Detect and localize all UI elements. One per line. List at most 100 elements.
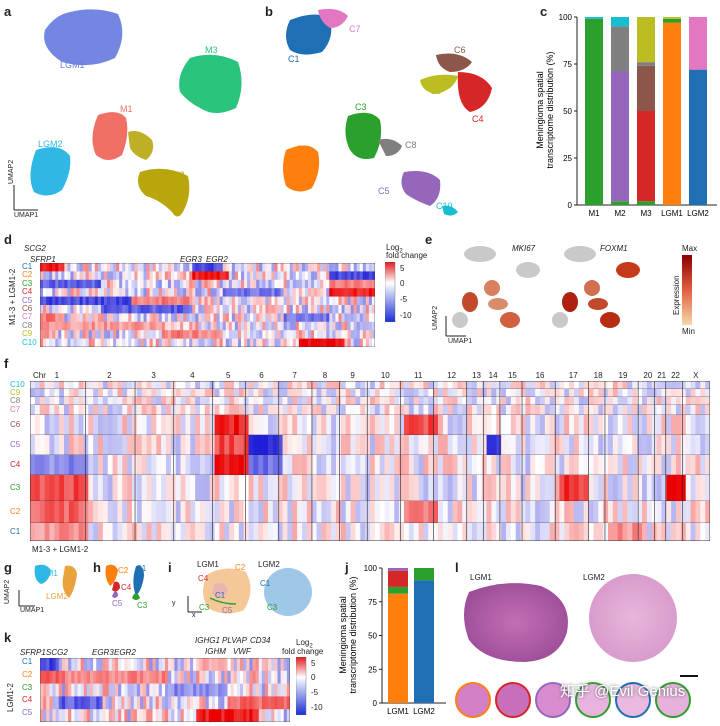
bar-segment-c3	[637, 201, 655, 205]
y-axis-label-line2: transcriptome distribution (%)	[545, 51, 555, 168]
heatmap-row-c9	[40, 330, 375, 339]
row-label-f-c6: C6	[10, 420, 21, 429]
bar-segment-c2	[388, 593, 408, 703]
label-h-c5: C5	[112, 599, 123, 608]
panel-label-a: a	[4, 4, 12, 19]
histology-l	[455, 574, 698, 718]
bar-segment-c5	[611, 71, 629, 202]
bar-segment-c3	[611, 201, 629, 205]
bar-segment-c3	[585, 18, 603, 205]
cnv-heatmap-f	[30, 381, 710, 541]
chr-label-7: 7	[292, 371, 297, 380]
label-i-c3-right: C3	[267, 603, 278, 612]
umap2-axis-label-a: UMAP2	[8, 159, 15, 184]
gene-foxm1: FOXM1	[600, 244, 628, 253]
x-tick-label: LGM1	[387, 707, 409, 716]
chr-label-15: 15	[507, 371, 517, 380]
cnv-row-c1	[30, 523, 710, 541]
gene-k-ighm: IGHM	[205, 647, 226, 656]
chr-label-16: 16	[535, 371, 545, 380]
gene-egr2-d: EGR2	[206, 255, 228, 264]
legend-tick-d-0: 5	[400, 264, 405, 273]
row-label-k-c5: C5	[22, 708, 33, 718]
bar-segment-c8	[611, 26, 629, 72]
heatmap-row-c1	[40, 658, 290, 672]
label-m2: M2	[172, 170, 185, 180]
row-label-k-c3: C3	[22, 682, 33, 692]
row-label-f-c1: C1	[10, 527, 21, 536]
chr-label-11: 11	[413, 371, 423, 380]
umap-a	[13, 9, 242, 217]
label-c4: C4	[472, 114, 484, 124]
cluster-m2	[138, 168, 190, 217]
heatmap-row-c4	[40, 288, 375, 297]
label-h-c3: C3	[137, 601, 148, 610]
gene-sfrp1-d: SFRP1	[30, 255, 56, 264]
cnv-row-c5	[30, 435, 710, 456]
panel-label-l: l	[455, 560, 459, 575]
gene-k-ighg1: IGHG1	[195, 636, 220, 645]
panel-label-f: f	[4, 356, 9, 371]
row-label-f-c7: C7	[10, 405, 21, 414]
legend-tick-d-3: -10	[400, 311, 412, 320]
cnv-row-c7	[30, 405, 710, 416]
chr-label-6: 6	[259, 371, 264, 380]
bar-segment-c3	[663, 18, 681, 23]
legend-tick-d-2: -5	[400, 295, 408, 304]
heatmap-k	[40, 658, 290, 722]
y-axis-label-line1: Meningioma spatial	[535, 71, 545, 149]
heatmap-d	[40, 263, 375, 347]
label-i-c2: C2	[235, 563, 246, 572]
y-tick-label: 100	[559, 13, 573, 22]
chr-label: Chr	[33, 371, 46, 380]
chr-label-x: X	[693, 371, 699, 380]
row-label-f-c3: C3	[10, 483, 21, 492]
legend-title-sub-d: 2	[399, 248, 403, 255]
legend-title-d: Log2	[386, 243, 403, 255]
label-c10: C10	[436, 201, 453, 211]
panel-label-j: j	[345, 560, 349, 575]
legend-title-log-d: Log	[386, 243, 400, 252]
panel-label-g: g	[4, 560, 12, 575]
bar-segment-c10	[585, 17, 603, 19]
label-c1: C1	[288, 54, 300, 64]
panel-label-c: c	[540, 4, 548, 19]
label-g-lgm2: LGM2	[46, 592, 68, 601]
row-label-d-c3: C3	[22, 278, 33, 288]
zoom-insets	[455, 682, 691, 718]
row-label-f-c5: C5	[10, 440, 21, 449]
umap-mki67	[452, 246, 540, 328]
chart-c: 0 25 50 75 100 M1 M2 M3 LGM1 LGM2 Meningioma spati…	[535, 13, 717, 218]
gene-scg2-d: SCG2	[24, 244, 46, 253]
legend-title2-d: fold change	[386, 251, 428, 260]
y-axis-label-line1: Meningioma spatial	[338, 596, 348, 674]
bar-segment-c2	[663, 22, 681, 205]
legend-tick-k-3: -10	[311, 703, 323, 712]
row-label-f-c4: C4	[10, 460, 21, 469]
chr-label-17: 17	[568, 371, 578, 380]
gene-k-vwf: VWF	[233, 647, 251, 656]
row-axis-d: M1-3 + LGM1-2	[8, 268, 17, 325]
y-tick-label: 25	[368, 665, 377, 674]
x-tick-label: LGM1	[661, 209, 683, 218]
legend-tick-k-0: 5	[311, 659, 316, 668]
cluster-lgm1	[44, 9, 123, 66]
heatmap-row-c3	[40, 683, 290, 697]
heatmap-row-c5	[40, 709, 290, 722]
cnv-row-c6	[30, 415, 710, 436]
caption-f: M1-3 + LGM1-2	[32, 545, 89, 554]
chr-label-10: 10	[380, 371, 390, 380]
label-i-c1-right: C1	[260, 579, 271, 588]
bar-segment-c9	[637, 17, 655, 63]
colorbar-e	[682, 255, 692, 325]
y-axis-label-line2: transcriptome distribution (%)	[348, 576, 358, 693]
chr-label-21: 21	[657, 371, 667, 380]
chr-label-5: 5	[226, 371, 231, 380]
colorbar-d	[385, 262, 396, 322]
panel-label-e: e	[425, 232, 433, 247]
label-i-c1: C1	[215, 591, 226, 600]
title-l-lgm1: LGM1	[470, 573, 492, 582]
tissue-lgm2	[589, 574, 677, 662]
legend-tick-d-1: 0	[400, 279, 405, 288]
label-c7: C7	[349, 24, 361, 34]
